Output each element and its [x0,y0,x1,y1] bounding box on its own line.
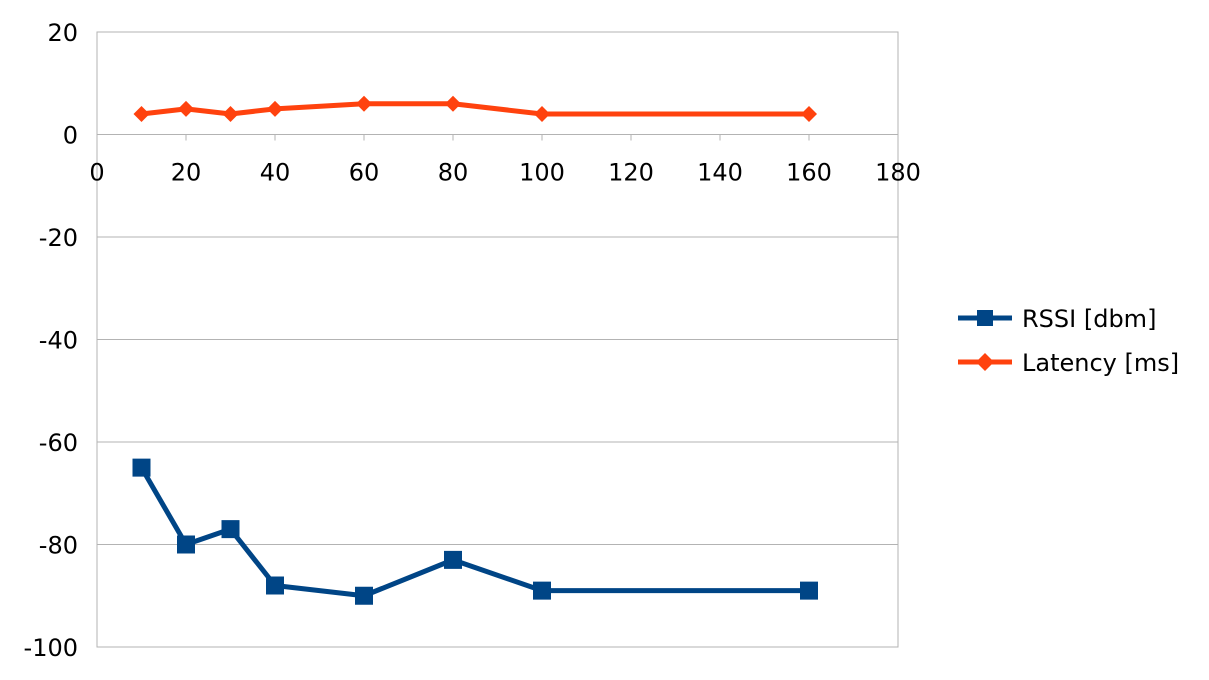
y-tick-label-1: 0 [63,122,78,150]
y-tick-label-5: -80 [39,532,78,560]
point-latency-6 [534,106,550,122]
legend: RSSI [dbm] Latency [ms] [958,305,1179,377]
x-tick-label-6: 120 [608,159,654,187]
legend-marker-rssi [977,310,993,326]
point-latency-4 [356,96,372,112]
x-tick-label-8: 160 [786,159,832,187]
point-rssi-6 [533,582,551,600]
x-tick-label-0: 0 [89,159,104,187]
legend-item-rssi: RSSI [dbm] [958,305,1156,333]
x-tick-label-4: 80 [438,159,469,187]
x-tick-label-3: 60 [349,159,380,187]
point-latency-3 [267,101,283,117]
point-rssi-0 [133,459,151,477]
point-rssi-2 [222,520,240,538]
point-latency-5 [445,96,461,112]
y-tick-label-2: -20 [39,224,78,252]
point-latency-2 [223,106,239,122]
point-latency-0 [134,106,150,122]
point-rssi-5 [444,551,462,569]
grid [97,32,898,647]
y-tick-label-3: -40 [39,327,78,355]
point-rssi-1 [177,536,195,554]
legend-label-rssi: RSSI [dbm] [1022,305,1156,333]
legend-marker-latency [976,353,994,371]
series-line-latency [142,104,810,114]
point-latency-1 [178,101,194,117]
y-tick-label-6: -100 [24,634,78,662]
y-tick-label-4: -60 [39,429,78,457]
point-rssi-7 [800,582,818,600]
x-tick-label-9: 180 [875,159,921,187]
series-line-rssi [142,468,810,596]
x-tick-label-1: 20 [171,159,202,187]
legend-item-latency: Latency [ms] [958,349,1179,377]
point-rssi-4 [355,587,373,605]
x-tick-label-5: 100 [519,159,565,187]
point-latency-7 [801,106,817,122]
x-tick-label-7: 140 [697,159,743,187]
point-rssi-3 [266,577,284,595]
legend-label-latency: Latency [ms] [1022,349,1179,377]
x-tick-label-2: 40 [260,159,291,187]
y-tick-label-0: 20 [47,19,78,47]
